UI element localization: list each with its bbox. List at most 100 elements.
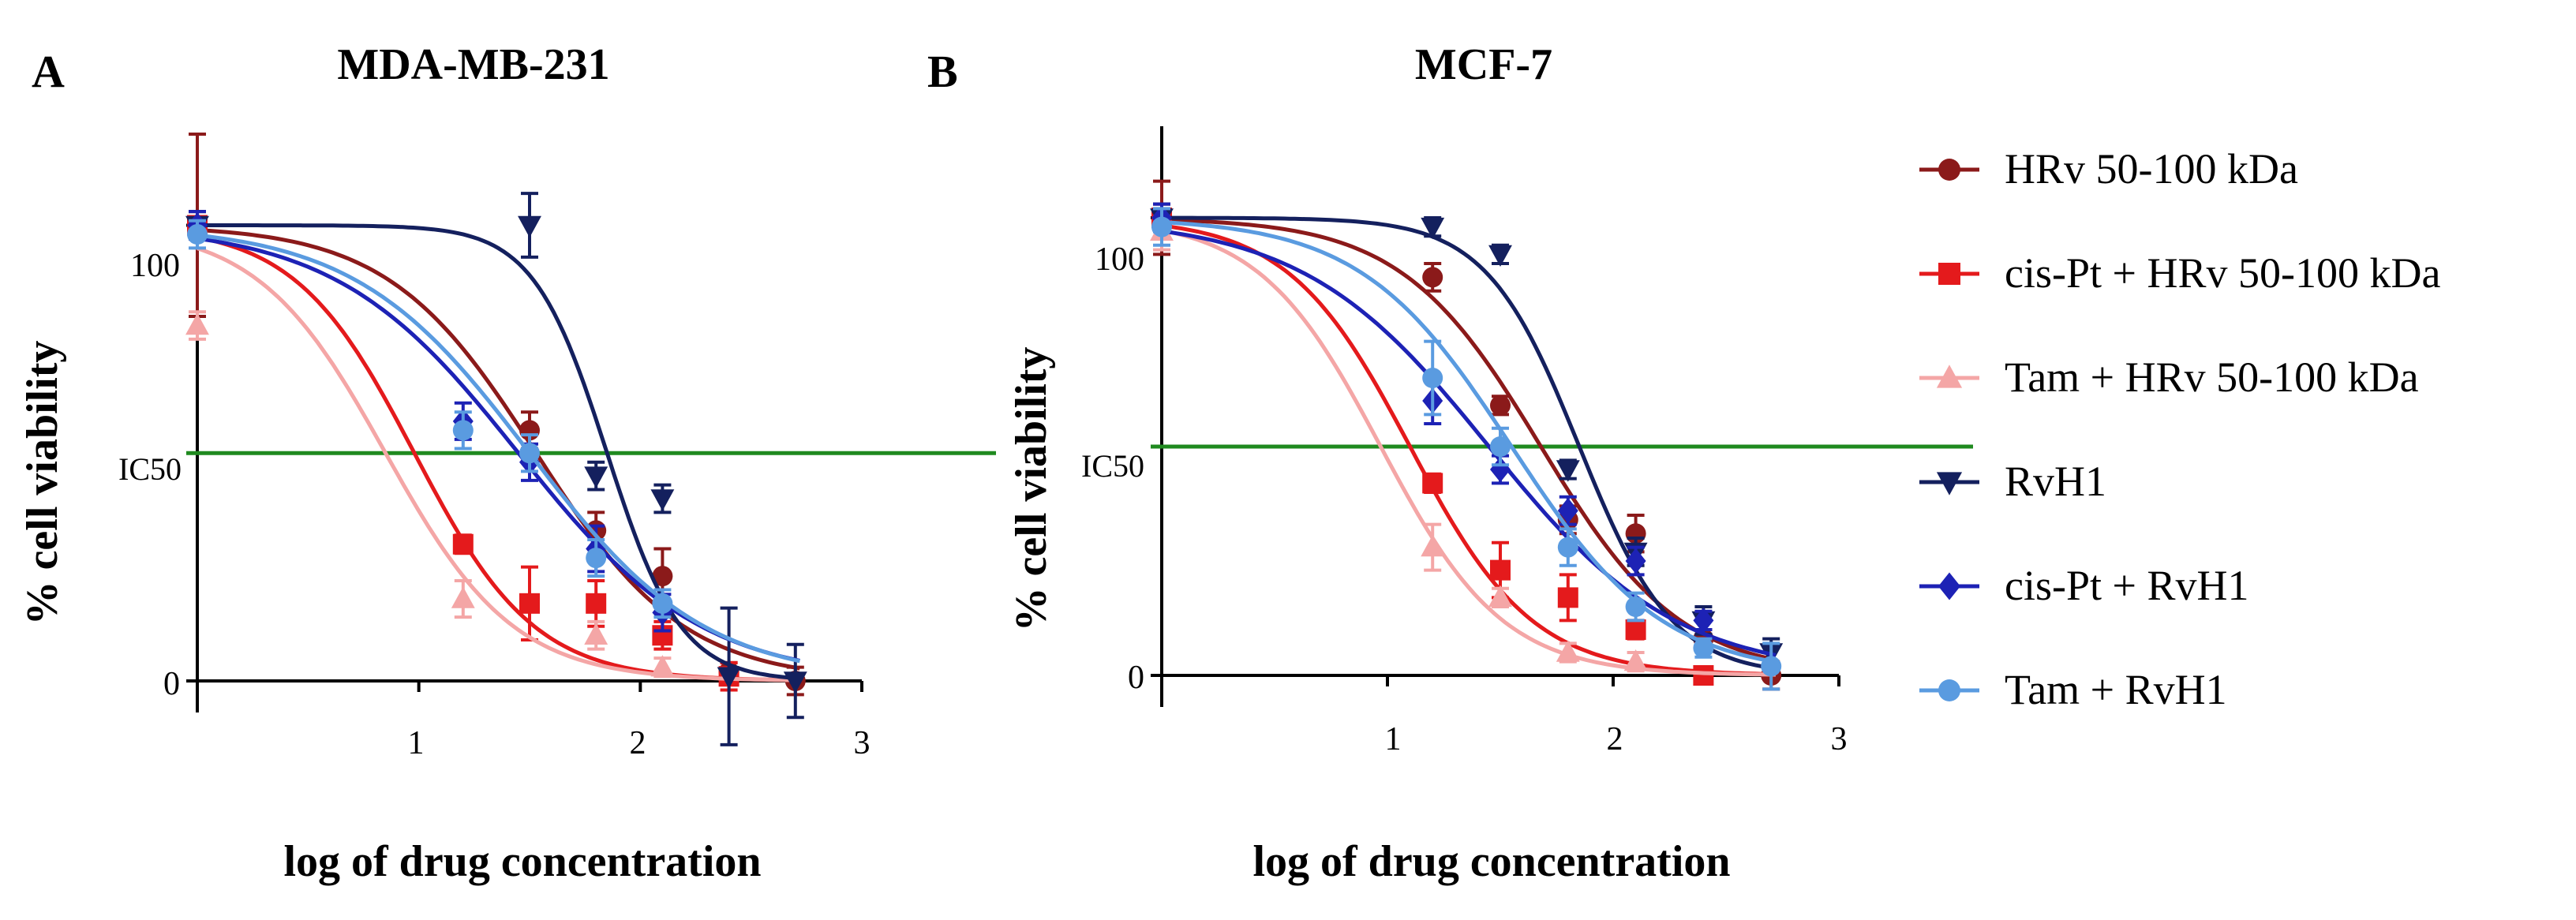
data-point-cis-pt-hrv-50-100-kda-3 bbox=[586, 593, 607, 614]
panel-a-y-tick-100: 100 bbox=[130, 248, 180, 284]
panel-a-fit-curve-rvh1 bbox=[197, 223, 800, 681]
data-point-cis-pt-rvh1-5 bbox=[1693, 608, 1714, 634]
legend-label: Tam + HRv 50-100 kDa bbox=[2005, 353, 2419, 401]
data-point-rvh1-1 bbox=[1421, 217, 1445, 240]
legend-marker-diamond bbox=[1938, 572, 1960, 600]
panel-b-fit-curve-cis-pt-hrv-50-100-kda bbox=[1161, 223, 1776, 676]
legend-item-cispt-rvh1: cis-Pt + RvH1 bbox=[1919, 562, 2248, 609]
data-point-rvh1-2 bbox=[1488, 245, 1512, 267]
panel-a-series-rvh1 bbox=[185, 192, 807, 746]
panel-a-ic50-label: IC50 bbox=[118, 451, 182, 487]
panel-b-y-tick-100: 100 bbox=[1095, 241, 1144, 278]
data-point-tam-rvh1-3 bbox=[1557, 537, 1578, 558]
data-point-cis-pt-hrv-50-100-kda-5 bbox=[1693, 665, 1714, 686]
data-point-rvh1-5 bbox=[783, 671, 807, 694]
legend-item-tam-rvh1: Tam + RvH1 bbox=[1919, 666, 2227, 713]
panel-a-fit-curve-tam-hrv-50-100-kda bbox=[197, 246, 800, 683]
legend-marker-circle bbox=[1938, 159, 1960, 181]
legend-swatch bbox=[1919, 572, 1979, 600]
panel-b-x-tick-1: 1 bbox=[1385, 721, 1402, 757]
panel-letter-a: A bbox=[32, 46, 65, 97]
data-point-cis-pt-hrv-50-100-kda-2 bbox=[1490, 559, 1511, 581]
panel-a-fit-curve-cis-pt-rvh1 bbox=[197, 236, 800, 663]
panel-a-x-tick-2: 2 bbox=[630, 725, 646, 761]
data-point-tam-rvh1-4 bbox=[1625, 597, 1646, 617]
data-point-rvh1-1 bbox=[518, 215, 541, 238]
legend-label: cis-Pt + RvH1 bbox=[2005, 562, 2248, 609]
panel-a-x-tick-1: 1 bbox=[408, 725, 425, 761]
panel-b: B MCF-7 % cell viability log of drug con… bbox=[927, 40, 1973, 886]
panel-a-x-tick-3: 3 bbox=[854, 725, 871, 761]
data-point-tam-rvh1-0 bbox=[1151, 216, 1172, 237]
legend-label: HRv 50-100 kDa bbox=[2005, 145, 2298, 193]
legend-item-hrv-50-100: HRv 50-100 kDa bbox=[1919, 145, 2298, 193]
legend-swatch bbox=[1919, 472, 1979, 496]
panel-a-y-tick-0: 0 bbox=[163, 666, 180, 702]
panel-a-fit-curve-hrv-50-100-kda bbox=[197, 227, 800, 671]
data-point-tam-rvh1-1 bbox=[452, 420, 474, 441]
panel-a-series-tam-rvh1 bbox=[187, 219, 800, 664]
panel-b-x-axis-label: log of drug concentration bbox=[1252, 837, 1730, 886]
legend-item-cispt-hrv: cis-Pt + HRv 50-100 kDa bbox=[1919, 249, 2440, 297]
data-point-cis-pt-rvh1-2 bbox=[1490, 456, 1511, 483]
legend: HRv 50-100 kDa cis-Pt + HRv 50-100 kDa T… bbox=[1919, 145, 2440, 713]
legend-label: cis-Pt + HRv 50-100 kDa bbox=[2005, 249, 2440, 297]
panel-b-fit-curve-rvh1 bbox=[1162, 215, 1777, 671]
data-point-tam-hrv-50-100-kda-1 bbox=[451, 586, 475, 608]
data-point-tam-rvh1-1 bbox=[1422, 368, 1443, 388]
data-point-tam-hrv-50-100-kda-3 bbox=[1556, 640, 1580, 662]
data-point-tam-rvh1-0 bbox=[187, 224, 208, 245]
data-point-tam-rvh1-4 bbox=[652, 593, 673, 614]
data-point-rvh1-4 bbox=[717, 667, 741, 689]
legend-item-tam-hrv: Tam + HRv 50-100 kDa bbox=[1919, 353, 2419, 401]
legend-swatch bbox=[1919, 263, 1979, 285]
data-point-hrv-50-100-kda-2 bbox=[1490, 395, 1511, 416]
data-point-tam-rvh1-2 bbox=[519, 443, 540, 464]
panel-letter-b: B bbox=[927, 46, 958, 97]
data-point-cis-pt-hrv-50-100-kda-1 bbox=[452, 533, 474, 555]
data-point-tam-rvh1-2 bbox=[1490, 436, 1511, 457]
data-point-hrv-50-100-kda-3 bbox=[652, 566, 673, 587]
panel-b-fit-curve-hrv-50-100-kda bbox=[1161, 218, 1777, 662]
panel-a-title: MDA-MB-231 bbox=[337, 40, 609, 89]
legend-swatch bbox=[1919, 679, 1979, 701]
panel-b-plot-area bbox=[1150, 126, 1973, 707]
panel-b-x-tick-3: 3 bbox=[1831, 721, 1848, 757]
data-point-cis-pt-rvh1-4 bbox=[1625, 548, 1646, 574]
data-point-cis-pt-hrv-50-100-kda-2 bbox=[519, 593, 540, 614]
panel-b-series-tam-hrv-50-100-kda bbox=[1150, 211, 1776, 677]
data-point-tam-hrv-50-100-kda-3 bbox=[650, 655, 675, 677]
panel-a-series-cis-pt-rvh1 bbox=[187, 210, 800, 663]
panel-b-ic50-label: IC50 bbox=[1081, 448, 1144, 484]
panel-b-series-tam-rvh1 bbox=[1151, 207, 1782, 691]
panel-a: A MDA-MB-231 % cell viability log of dru… bbox=[18, 40, 996, 886]
panel-b-series-cis-pt-rvh1 bbox=[1151, 202, 1777, 657]
panel-b-fit-curve-cis-pt-rvh1 bbox=[1161, 229, 1777, 657]
legend-label: RvH1 bbox=[2005, 458, 2106, 505]
data-point-tam-hrv-50-100-kda-2 bbox=[1488, 585, 1512, 608]
panel-a-plot-area bbox=[185, 133, 996, 746]
data-point-tam-hrv-50-100-kda-2 bbox=[584, 623, 608, 645]
data-point-cis-pt-hrv-50-100-kda-4 bbox=[1625, 619, 1646, 640]
data-point-tam-hrv-50-100-kda-4 bbox=[1623, 649, 1648, 671]
legend-marker-triangle-down bbox=[1936, 472, 1963, 496]
legend-marker-circle bbox=[1938, 679, 1960, 701]
data-point-cis-pt-rvh1-3 bbox=[1557, 497, 1578, 524]
data-point-tam-rvh1-3 bbox=[586, 548, 607, 569]
legend-marker-triangle-up bbox=[1936, 365, 1963, 388]
legend-swatch bbox=[1919, 159, 1979, 181]
data-point-rvh1-3 bbox=[1556, 460, 1580, 482]
panel-b-title: MCF-7 bbox=[1415, 40, 1552, 89]
panel-b-x-tick-2: 2 bbox=[1607, 721, 1623, 757]
legend-marker-square bbox=[1938, 263, 1960, 285]
panel-b-series-rvh1 bbox=[1150, 202, 1784, 671]
panel-a-series-cis-pt-hrv-50-100-kda bbox=[187, 210, 800, 692]
legend-item-rvh1: RvH1 bbox=[1919, 458, 2106, 505]
panel-b-fit-curve-tam-rvh1 bbox=[1161, 220, 1777, 664]
data-point-cis-pt-hrv-50-100-kda-3 bbox=[1557, 587, 1578, 608]
data-point-tam-hrv-50-100-kda-0 bbox=[185, 312, 209, 335]
legend-label: Tam + RvH1 bbox=[2005, 666, 2227, 713]
panel-a-x-axis-label: log of drug concentration bbox=[283, 837, 761, 886]
data-point-hrv-50-100-kda-1 bbox=[1422, 267, 1443, 288]
